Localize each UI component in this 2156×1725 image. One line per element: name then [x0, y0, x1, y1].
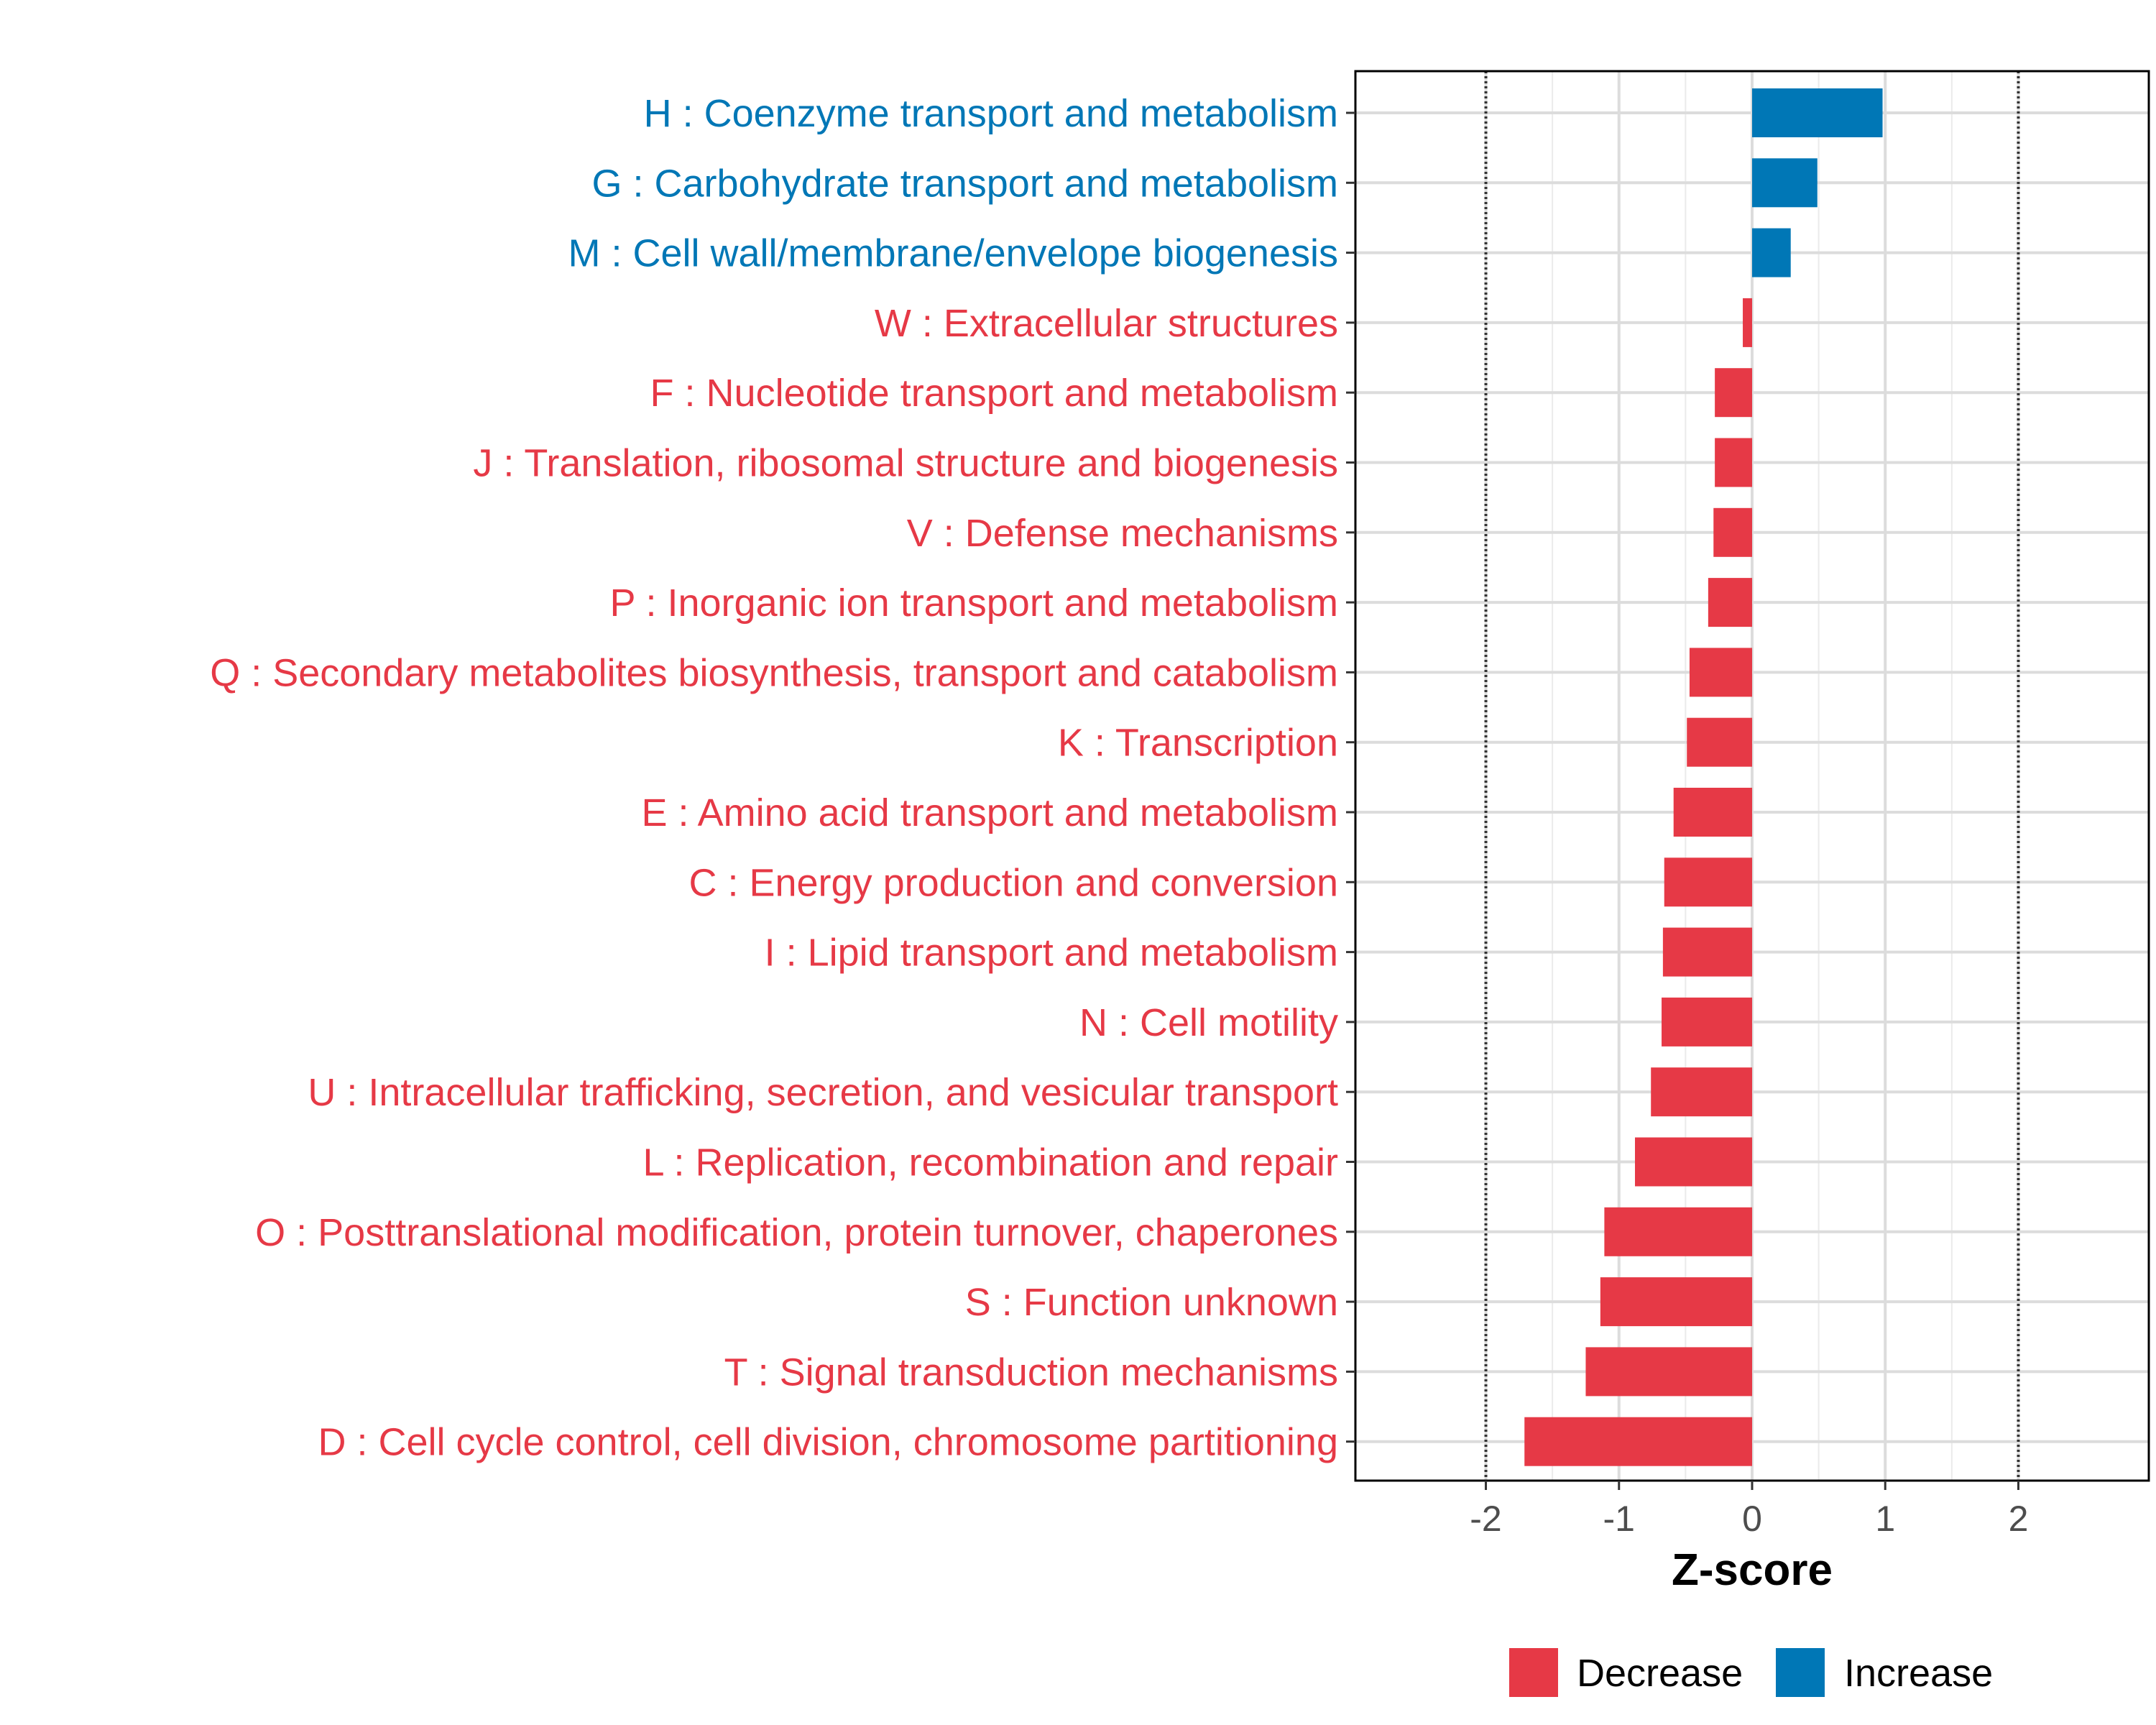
- x-tick-label: 0: [1742, 1499, 1762, 1539]
- category-label: W : Extracellular structures: [875, 302, 1338, 345]
- category-label: C : Energy production and conversion: [688, 861, 1338, 904]
- category-label: L : Replication, recombination and repai…: [642, 1141, 1338, 1184]
- bar-e: [1673, 788, 1752, 837]
- bar-m: [1752, 228, 1791, 277]
- x-tick-label: -2: [1470, 1499, 1501, 1539]
- bar-d: [1524, 1417, 1752, 1466]
- bars-layer: [1524, 88, 1883, 1466]
- category-label: S : Function unknown: [965, 1281, 1338, 1324]
- category-label: Q : Secondary metabolites biosynthesis, …: [210, 651, 1338, 694]
- x-tick-label: 1: [1875, 1499, 1895, 1539]
- category-label: M : Cell wall/membrane/envelope biogenes…: [568, 232, 1338, 275]
- bar-c: [1664, 857, 1752, 907]
- x-tick-label: 2: [2009, 1499, 2029, 1539]
- category-label: P : Inorganic ion transport and metaboli…: [609, 581, 1338, 625]
- category-label: O : Posttranslational modification, prot…: [255, 1211, 1338, 1254]
- bar-g: [1752, 158, 1818, 208]
- category-label: F : Nucleotide transport and metabolism: [650, 372, 1338, 415]
- bar-h: [1752, 88, 1883, 137]
- bar-w: [1743, 298, 1752, 347]
- bar-f: [1715, 368, 1752, 418]
- x-tick-label: -1: [1603, 1499, 1635, 1539]
- bar-v: [1713, 507, 1752, 557]
- category-label: V : Defense mechanisms: [907, 512, 1338, 555]
- legend: Decrease Increase: [1509, 1648, 1993, 1697]
- x-axis: -2 -1 0 1 2: [1470, 1481, 2028, 1539]
- legend-key-decrease: [1509, 1648, 1558, 1697]
- legend-key-increase: [1776, 1648, 1825, 1697]
- bar-p: [1708, 578, 1752, 627]
- category-label: J : Translation, ribosomal structure and…: [473, 442, 1338, 485]
- category-label: T : Signal transduction mechanisms: [724, 1351, 1338, 1394]
- bar-k: [1687, 717, 1752, 767]
- grid-layer: [1355, 71, 2149, 1481]
- bar-o: [1604, 1207, 1752, 1256]
- bar-i: [1662, 927, 1752, 977]
- bar-l: [1634, 1137, 1752, 1187]
- category-label: D : Cell cycle control, cell division, c…: [318, 1421, 1338, 1464]
- category-label: N : Cell motility: [1079, 1001, 1338, 1044]
- category-label: E : Amino acid transport and metabolism: [642, 791, 1338, 834]
- y-axis: H : Coenzyme transport and metabolism G :…: [210, 92, 1355, 1464]
- category-label: G : Carbohydrate transport and metabolis…: [592, 162, 1339, 205]
- category-label: K : Transcription: [1058, 722, 1338, 765]
- category-label: I : Lipid transport and metabolism: [765, 932, 1338, 975]
- reference-lines: [1484, 71, 2020, 1481]
- bar-q: [1689, 648, 1752, 697]
- x-axis-title: Z-score: [1672, 1545, 1833, 1595]
- bar-t: [1585, 1347, 1752, 1397]
- category-label: H : Coenzyme transport and metabolism: [644, 92, 1338, 135]
- legend-label-increase: Increase: [1844, 1652, 1993, 1695]
- legend-label-decrease: Decrease: [1577, 1652, 1743, 1695]
- bar-j: [1715, 438, 1752, 487]
- bar-u: [1651, 1067, 1752, 1117]
- bar-s: [1600, 1277, 1752, 1327]
- category-label: U : Intracellular trafficking, secretion…: [308, 1071, 1338, 1114]
- bar-n: [1662, 997, 1752, 1046]
